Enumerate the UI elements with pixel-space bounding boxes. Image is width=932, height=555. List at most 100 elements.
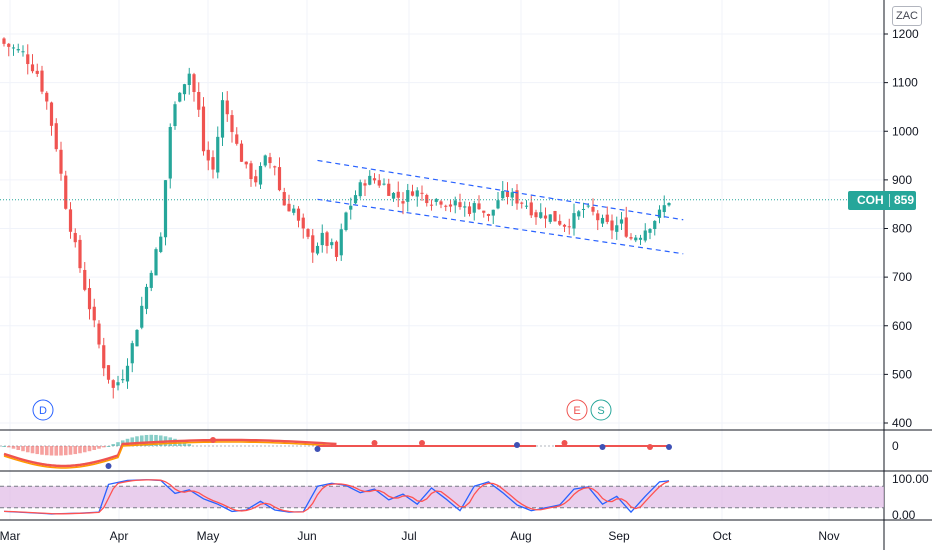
candle-body (444, 205, 448, 207)
candle-body (353, 195, 358, 204)
candle-body (567, 226, 571, 228)
candle-body (643, 230, 647, 241)
hist-bar (44, 446, 49, 456)
candle-body (239, 143, 244, 162)
x-tick-label: Sep (608, 529, 630, 543)
price-axis[interactable]: 400 500 600 700 800 900 1000 1100 1200 0 100.00 0.0… (884, 27, 929, 522)
candle-body (92, 306, 96, 321)
candle-body (40, 70, 44, 92)
candle-body (653, 220, 657, 229)
candle-body (168, 127, 172, 179)
candle-body (87, 288, 92, 310)
signal-dot (371, 440, 378, 446)
hist-bar (2, 446, 6, 447)
candle-body (135, 329, 139, 347)
time-axis[interactable]: Mar Apr May Jun Jul Aug Sep Oct Nov (0, 529, 840, 543)
hist-bar (35, 446, 40, 455)
candle-body (116, 382, 120, 386)
candle-body (629, 237, 633, 239)
candle-body (159, 236, 163, 252)
candle-body (325, 232, 329, 246)
candle-body (406, 190, 410, 202)
candle-body (192, 74, 196, 92)
x-tick-label: May (197, 529, 220, 543)
hist-bar (125, 438, 130, 446)
histogram-pane (0, 434, 672, 469)
candle-body (524, 205, 529, 207)
candle-body (520, 202, 524, 204)
candle-body (320, 232, 324, 246)
hist-bar (144, 434, 149, 446)
candle-body (543, 215, 548, 219)
signal-dot (647, 444, 653, 450)
candle-body (515, 190, 519, 204)
candle-body (619, 219, 624, 224)
candle-body (292, 208, 296, 213)
hist-bar (49, 446, 54, 456)
hist-bar (78, 446, 82, 454)
signal-line (3, 441, 337, 469)
grid (0, 0, 884, 520)
candle-body (49, 102, 54, 126)
candle-body (339, 229, 343, 256)
y-tick-label: 600 (892, 319, 912, 333)
event-label: E (573, 405, 580, 417)
candle-body (363, 183, 367, 186)
candle-body (368, 175, 372, 185)
candle-body (187, 73, 191, 85)
candle-body (539, 212, 543, 218)
candle-body (45, 92, 49, 102)
candle-body (330, 242, 334, 246)
signal-dot (314, 446, 321, 452)
candle-body (648, 229, 652, 233)
last-price-tag: COH 859 (848, 191, 916, 210)
osc-band (0, 486, 884, 508)
y-tick-label: 1000 (892, 124, 919, 138)
candle-body (301, 217, 305, 229)
candle-body (410, 191, 415, 196)
candle-body (472, 203, 476, 213)
signal-dot (105, 463, 112, 469)
candle-body (154, 249, 158, 276)
candle-body (558, 220, 562, 225)
candle-body (667, 202, 671, 206)
candle-body (501, 191, 505, 199)
candle-body (577, 211, 581, 217)
candlestick-series (2, 37, 671, 399)
hist-bar (73, 446, 78, 455)
candle-body (638, 237, 643, 240)
candle-body (429, 204, 434, 206)
candle-body (182, 84, 187, 95)
candle-body (420, 192, 424, 194)
candle-body (553, 210, 557, 222)
hist-bar (182, 442, 187, 446)
hist-bar (11, 446, 16, 449)
candle-body (657, 209, 662, 218)
candle-body (149, 272, 153, 288)
y-tick-label: 1100 (892, 76, 918, 90)
candle-body (54, 123, 58, 150)
candle-body (21, 51, 25, 53)
candle-body (391, 192, 396, 199)
tag-divider (889, 194, 890, 207)
candle-body (624, 217, 628, 237)
candle-body (496, 200, 500, 209)
candle-body (562, 224, 567, 227)
candle-body (586, 205, 590, 207)
candle-body (173, 104, 177, 127)
candle-body (425, 194, 429, 204)
currency-label[interactable]: ZAC (892, 6, 922, 26)
x-tick-label: Apr (110, 529, 129, 543)
candle-body (11, 47, 16, 49)
candle-body (197, 92, 201, 110)
x-tick-label: Oct (713, 529, 732, 543)
candle-body (220, 100, 225, 138)
candle-body (163, 180, 168, 238)
candle-body (610, 220, 614, 231)
x-tick-label: Mar (0, 529, 20, 543)
candle-body (78, 239, 82, 269)
channel-lower-line (317, 198, 684, 255)
candle-body (273, 166, 277, 168)
hist-bar (87, 446, 92, 452)
